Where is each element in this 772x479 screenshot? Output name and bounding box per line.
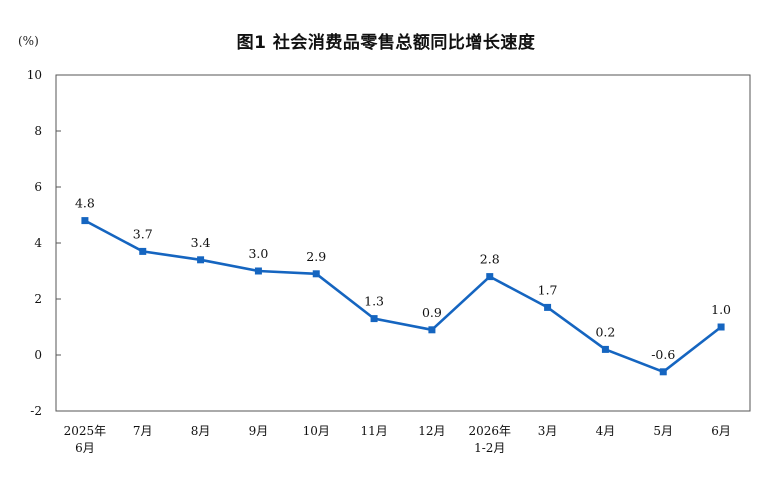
data-point-marker [659, 368, 667, 376]
data-point-marker [139, 247, 147, 255]
x-tick-label: 5月 [653, 424, 673, 438]
y-tick-label: 8 [34, 124, 42, 138]
x-tick-label: 4月 [596, 424, 616, 438]
y-tick-label: 6 [34, 180, 42, 194]
data-label: 0.2 [595, 324, 615, 339]
x-tick-label: 7月 [133, 424, 153, 438]
data-label: 2.8 [480, 252, 500, 267]
y-tick-label: 2 [34, 292, 42, 306]
data-point-marker [370, 315, 378, 323]
y-axis: -2 0 2 4 6 8 10 [27, 68, 61, 418]
x-tick-label: 2025年 [64, 424, 107, 438]
data-label: 3.0 [248, 246, 268, 261]
x-tick-label: 3月 [538, 424, 558, 438]
data-point-marker [312, 270, 320, 278]
data-point-marker [254, 267, 262, 275]
series-line [84, 219, 722, 374]
series-line-group [81, 217, 725, 376]
data-point-marker [717, 323, 725, 331]
data-label: 1.0 [711, 302, 731, 317]
y-axis-unit: (%) [18, 34, 39, 48]
data-label: 0.9 [422, 305, 442, 320]
data-point-marker [486, 273, 494, 281]
data-point-marker [197, 256, 205, 264]
y-tick-label: -2 [30, 404, 42, 418]
data-label: 3.7 [133, 226, 153, 241]
data-point-marker [601, 345, 609, 353]
x-tick-label: 8月 [191, 424, 211, 438]
plot-area-frame [55, 74, 751, 412]
y-tick-label: 10 [27, 68, 42, 82]
x-tick-label: 10月 [303, 424, 330, 438]
data-label: 1.7 [538, 282, 558, 297]
chart-title: 图1 社会消费品零售总额同比增长速度 [236, 33, 536, 53]
x-tick-label: 2026年 [468, 424, 511, 438]
data-label: 4.8 [75, 196, 95, 211]
data-label-group: 4.8 3.7 3.4 3.0 2.9 1.3 0.9 2.8 1.7 0.2 -0.6 1.0 [75, 196, 731, 362]
y-tick-label: 0 [34, 348, 42, 362]
data-point-marker [428, 326, 436, 334]
data-label: 1.3 [364, 294, 384, 309]
y-tick-label: 4 [34, 236, 42, 250]
data-label: 3.4 [191, 235, 211, 250]
x-tick-label: 6月 [711, 424, 731, 438]
x-axis: 2025年 6月 7月 8月 9月 10月 11月 12月 2026年 1-2月 3月 4月 5月 6月 [64, 424, 731, 455]
x-tick-label: 6月 [75, 441, 95, 455]
data-point-marker [81, 217, 89, 225]
x-tick-label: 11月 [360, 424, 387, 438]
x-tick-label: 1-2月 [474, 441, 505, 455]
x-tick-label: 12月 [418, 424, 445, 438]
data-label: 2.9 [306, 249, 326, 264]
x-tick-label: 9月 [249, 424, 269, 438]
data-point-marker [544, 303, 552, 311]
data-label: -0.6 [651, 347, 675, 362]
